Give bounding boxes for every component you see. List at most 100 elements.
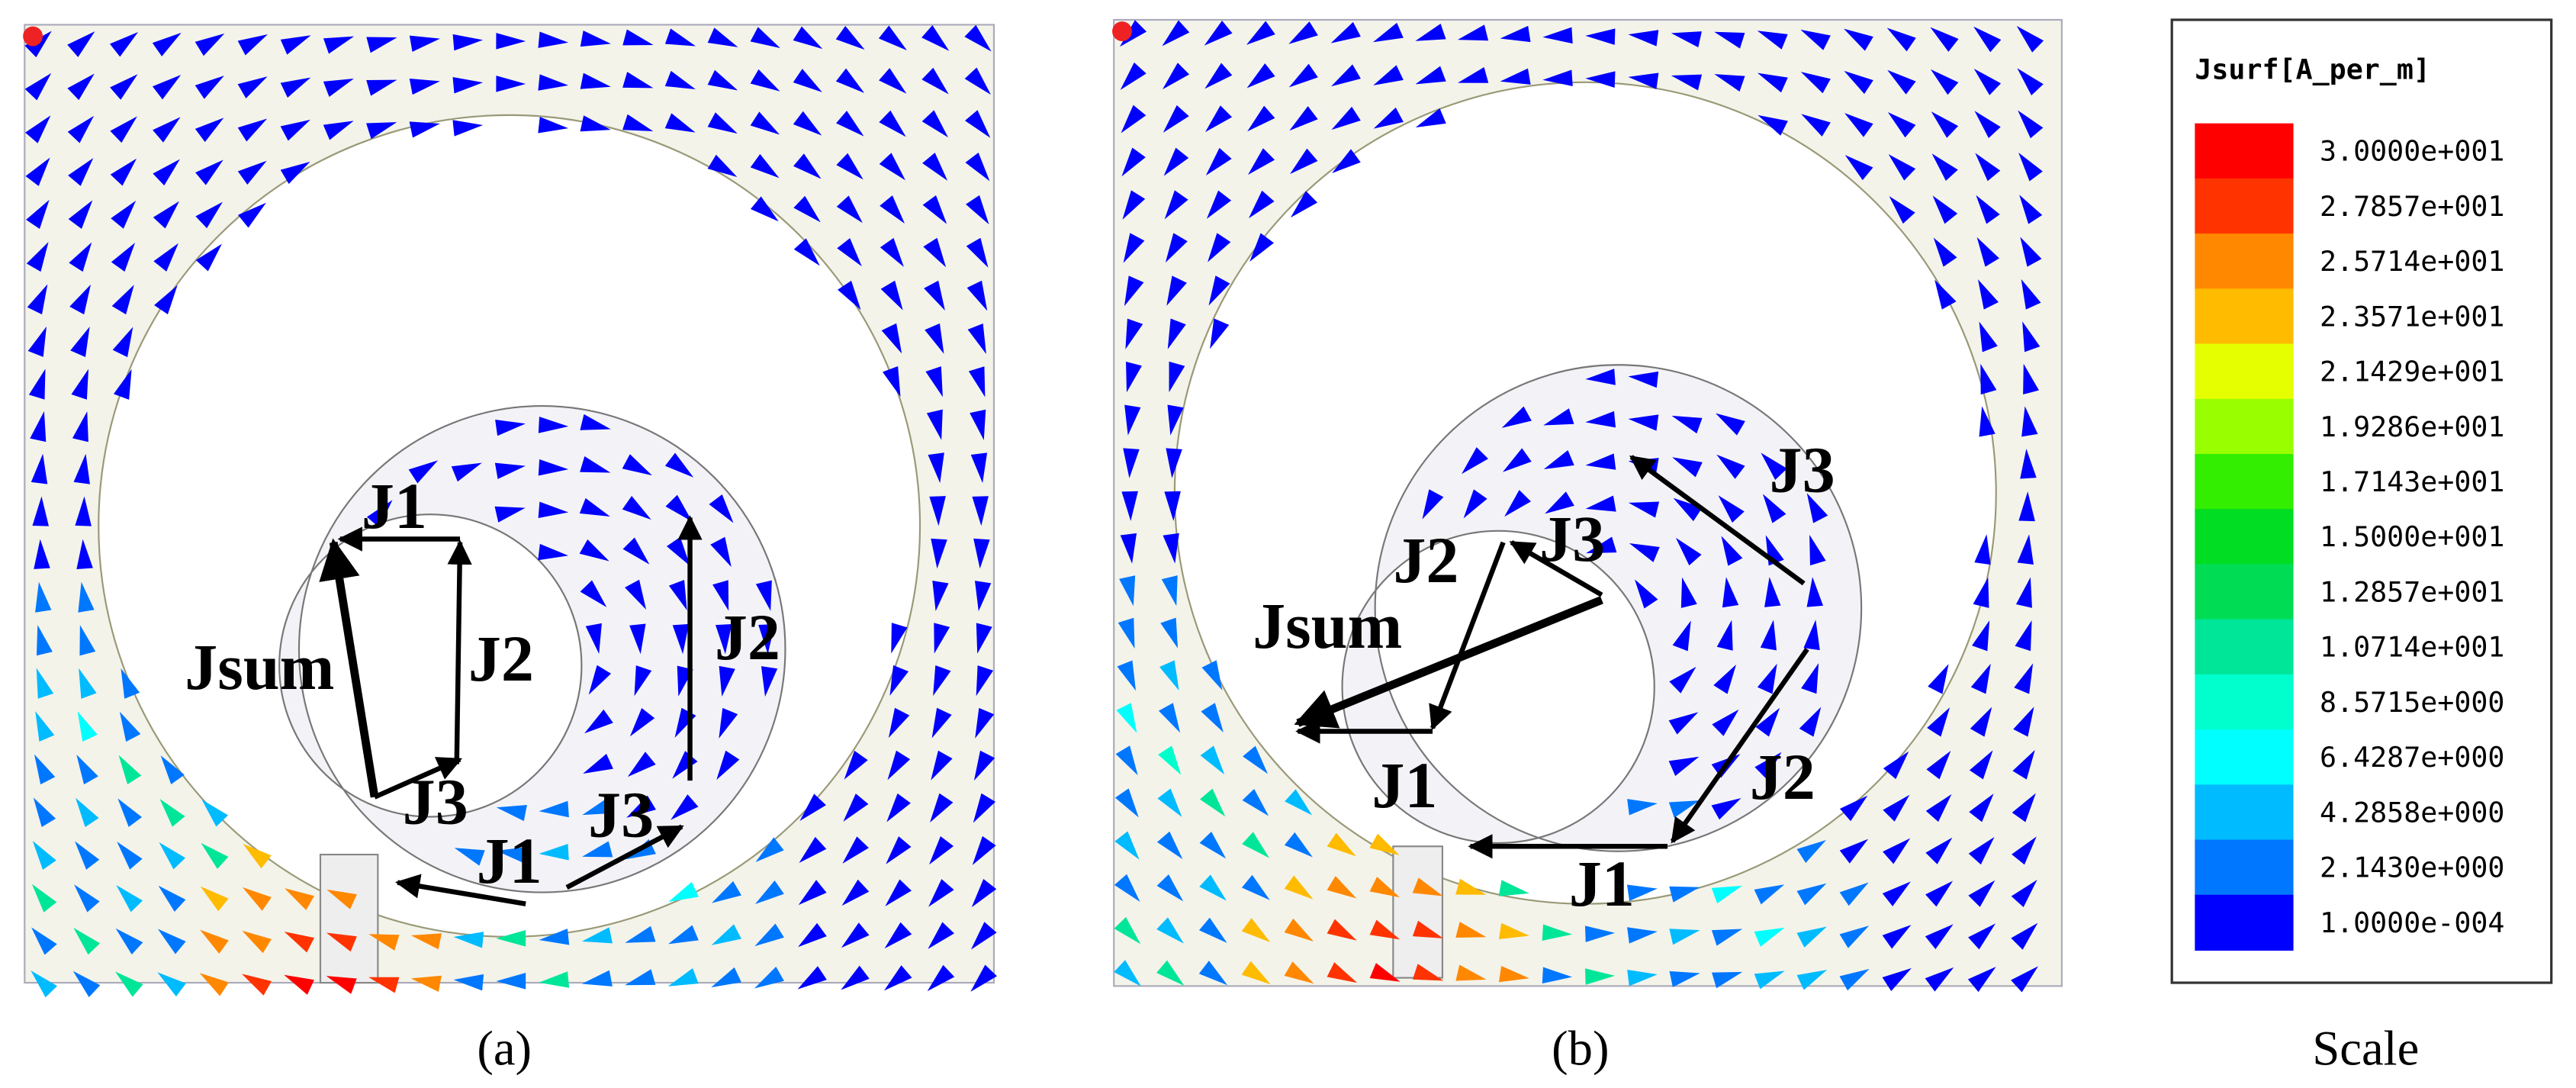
current-arrow [1121,105,1146,134]
current-arrow [932,581,949,612]
current-arrow [622,454,652,476]
current-arrow [237,202,266,228]
current-arrow [1125,318,1143,349]
current-arrow [1976,195,2000,224]
legend-tick-label: 6.4287e+000 [2320,741,2504,774]
current-arrow [1809,534,1826,566]
current-arrow [1585,453,1616,470]
current-arrow [885,879,912,906]
current-arrow [1498,965,1529,983]
current-arrow [237,34,268,56]
current-arrow [1116,703,1137,733]
current-arrow [1760,620,1777,651]
current-arrow [2023,363,2039,394]
current-arrow [1927,707,1950,737]
current-arrow [625,925,656,943]
current-arrow [965,110,991,138]
current-arrow [26,199,50,230]
current-arrow [665,494,693,522]
current-arrow [1156,874,1184,902]
current-arrow [581,970,613,987]
current-arrow [1290,148,1318,175]
current-arrow [31,970,58,998]
current-arrow [1241,874,1270,900]
current-arrow [844,750,868,780]
current-arrow [1115,745,1138,776]
current-arrow [1758,72,1788,93]
vector-label: Jsum [1253,589,1402,662]
current-arrow [793,111,822,136]
current-arrow [2015,577,2032,608]
legend-caption: Scale [2312,1021,2419,1076]
current-arrow [1289,106,1318,131]
current-arrow [68,158,94,186]
vector-label: J1 [1569,847,1635,920]
current-arrow [888,707,910,739]
current-arrow [622,537,650,565]
color-bin [2195,674,2294,731]
current-arrow [1163,105,1189,133]
current-arrow [1801,663,1819,694]
current-arrow [1415,108,1446,128]
current-arrow [73,453,90,484]
current-arrow [68,200,93,229]
current-arrow [1373,65,1404,85]
current-arrow [754,880,784,904]
current-arrow [966,280,988,311]
current-arrow [880,280,903,311]
current-arrow [538,74,569,91]
current-arrow [27,326,47,357]
current-arrow [799,836,827,864]
feed [1392,845,1444,979]
current-arrow [452,120,484,137]
current-arrow [323,36,355,54]
current-arrow [195,243,222,272]
current-arrow [1931,111,1959,138]
current-arrow [1369,919,1401,940]
current-arrow [1288,21,1318,44]
current-arrow [715,623,732,655]
current-arrow [1204,63,1233,89]
current-arrow [284,932,314,953]
current-arrow [750,111,780,135]
current-arrow [1327,919,1357,941]
current-arrow [1117,660,1137,691]
current-arrow [1755,707,1780,737]
current-arrow [1412,964,1444,981]
current-arrow [1412,920,1443,938]
current-arrow [1249,233,1274,262]
current-arrow [496,805,527,822]
current-arrow [1241,961,1271,985]
current-arrow [159,799,185,827]
current-arrow [626,795,656,818]
current-arrow [34,754,56,785]
current-arrow [280,35,311,55]
current-arrow [629,623,646,655]
current-arrow [1839,839,1869,864]
vector-arrow [373,757,462,800]
current-arrow [1970,707,1992,737]
current-arrow [712,880,741,903]
current-arrow [754,923,784,947]
current-arrow [409,121,440,138]
current-arrow [1120,62,1146,90]
current-arrow [580,456,611,473]
current-arrow [881,323,902,354]
current-arrow [838,280,861,311]
vector-arrow [1670,647,1809,844]
current-arrow [110,158,137,186]
current-arrow [35,581,52,613]
legend-tick-label: 2.1430e+000 [2320,851,2504,884]
current-arrow [672,623,690,655]
current-arrow [966,195,989,225]
current-arrow [118,755,142,785]
current-arrow [1844,113,1873,137]
current-arrow [67,31,95,57]
current-arrow [926,409,943,440]
current-arrow [1967,967,1996,993]
current-arrow [496,76,526,92]
current-arrow [538,501,569,519]
current-arrow [366,79,397,96]
current-arrow [1671,31,1702,48]
